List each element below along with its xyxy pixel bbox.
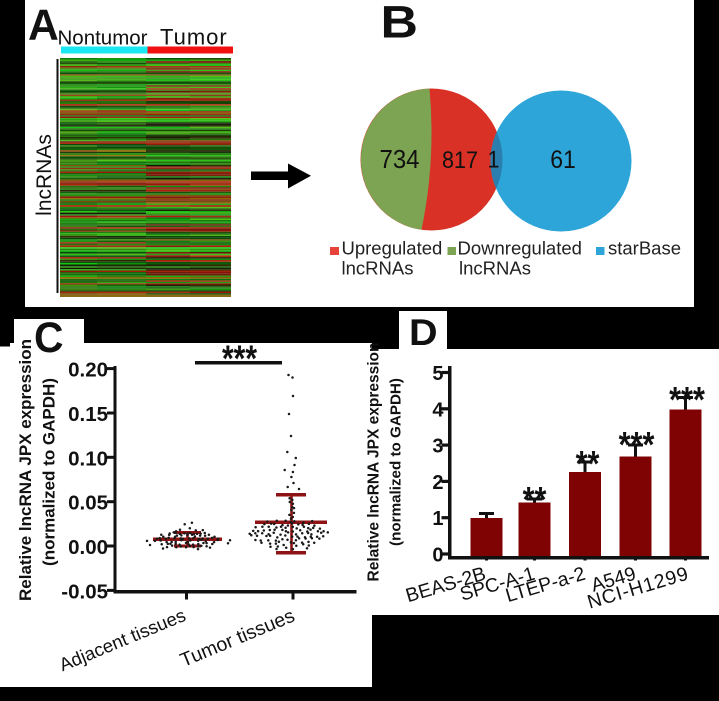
svg-text:2: 2 bbox=[432, 472, 443, 494]
svg-text:starBase: starBase bbox=[608, 238, 681, 259]
svg-text:Upregulated: Upregulated bbox=[342, 238, 443, 259]
svg-text:***: *** bbox=[222, 338, 258, 380]
svg-text:B: B bbox=[381, 0, 418, 48]
svg-text:Relative lncRNA JPX expression: Relative lncRNA JPX expression bbox=[16, 339, 35, 601]
svg-text:C: C bbox=[34, 313, 63, 361]
svg-text:***: *** bbox=[669, 381, 705, 421]
svg-text:0.15: 0.15 bbox=[68, 403, 108, 426]
svg-text:1: 1 bbox=[488, 145, 500, 173]
svg-text:734: 734 bbox=[380, 146, 420, 174]
svg-text:0.20: 0.20 bbox=[68, 359, 108, 382]
svg-text:A: A bbox=[28, 1, 59, 50]
svg-text:1: 1 bbox=[432, 508, 443, 530]
svg-text:Downregulated: Downregulated bbox=[458, 238, 582, 259]
svg-text:-0.05: -0.05 bbox=[61, 580, 108, 603]
svg-text:lncRNAs: lncRNAs bbox=[33, 134, 56, 216]
svg-text:lncRNAs: lncRNAs bbox=[342, 258, 414, 279]
svg-text:(normalized to GAPDH): (normalized to GAPDH) bbox=[388, 378, 405, 546]
svg-text:0.00: 0.00 bbox=[68, 536, 108, 559]
svg-text:Nontumor: Nontumor bbox=[58, 27, 148, 50]
svg-text:0.10: 0.10 bbox=[68, 447, 108, 470]
svg-text:0: 0 bbox=[432, 545, 443, 567]
svg-text:(normalized to GAPDH): (normalized to GAPDH) bbox=[40, 378, 59, 566]
svg-text:4: 4 bbox=[432, 399, 444, 421]
svg-text:**: ** bbox=[576, 445, 600, 485]
svg-text:817: 817 bbox=[442, 146, 478, 174]
svg-text:Tumor: Tumor bbox=[160, 25, 228, 50]
svg-text:***: *** bbox=[619, 426, 655, 466]
svg-text:lncRNAs: lncRNAs bbox=[459, 258, 531, 279]
svg-text:0.05: 0.05 bbox=[68, 492, 108, 515]
svg-text:Relative lncRNA JPX expression: Relative lncRNA JPX expression bbox=[366, 343, 383, 582]
svg-text:D: D bbox=[409, 312, 438, 354]
svg-text:5: 5 bbox=[432, 363, 443, 385]
svg-text:**: ** bbox=[523, 481, 547, 521]
svg-text:61: 61 bbox=[550, 146, 576, 174]
svg-text:3: 3 bbox=[432, 436, 443, 458]
